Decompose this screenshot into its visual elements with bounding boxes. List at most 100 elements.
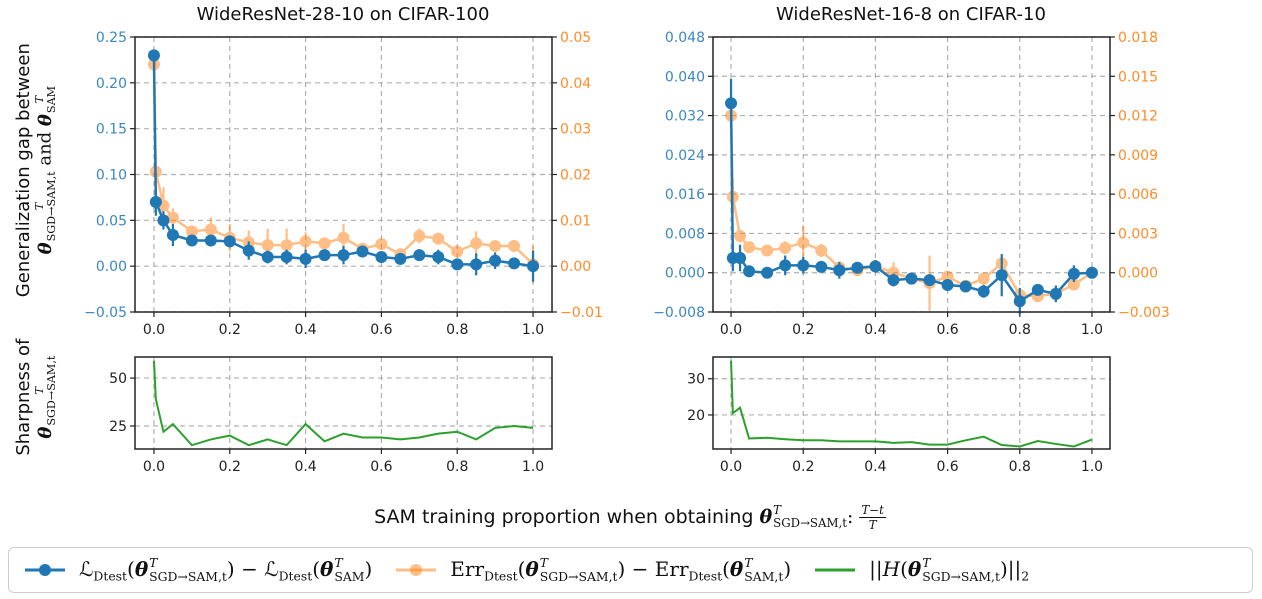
series-err: [147, 58, 540, 283]
data-point: [413, 249, 426, 262]
x-tick-label: 0.6: [936, 459, 958, 475]
y-tick-label-left: 20: [687, 408, 705, 424]
data-point: [489, 254, 502, 267]
math-text: (: [722, 556, 730, 581]
math-text: (: [312, 556, 320, 581]
y-tick-label-left: 0.048: [665, 30, 705, 46]
math-text: ): [783, 556, 792, 581]
data-point: [280, 251, 293, 263]
math-subscript: Dtest: [688, 568, 723, 584]
y-tick-label-right: 0.04: [560, 76, 591, 92]
math-subscript: Dtest: [93, 568, 127, 584]
data-point: [779, 241, 792, 254]
y-label-line1: Sharpness of: [12, 338, 34, 456]
fraction-numerator: T−t: [859, 503, 886, 518]
math-symbol: θ T SAM: [32, 85, 58, 127]
data-point: [923, 274, 936, 287]
data-point: [959, 280, 972, 293]
data-point: [299, 252, 312, 265]
legend-handle-sharpness: [815, 568, 856, 572]
x-tick-label: 0.0: [143, 322, 165, 338]
math-text: ℒ: [79, 556, 94, 581]
math-subscript: 2: [1021, 568, 1030, 584]
legend: ℒDtest(θ T SGD→SAM,t) − ℒDtest(θ T SAM) ErrDt…: [8, 547, 1253, 593]
y-tick-label-left: 0.016: [665, 187, 705, 203]
data-point: [147, 49, 160, 62]
math-symbol: θ T SGD→SAM,t: [32, 171, 58, 255]
y-axis-label-gap: Generalization gap between θ T SGD→SAM,t a…: [13, 35, 58, 305]
data-point: [157, 214, 170, 227]
x-tick-label: 0.6: [936, 322, 958, 338]
y-axis-label-sharpness: Sharpness of θ T SGD→SAM,t: [12, 322, 58, 472]
data-point: [166, 229, 179, 241]
y-tick-label-right: −0.003: [1118, 305, 1170, 321]
y-tick-label-left: 0.040: [665, 69, 705, 85]
data-point: [941, 278, 954, 291]
data-point: [470, 237, 483, 250]
plot-frame: [134, 36, 553, 313]
series-sharpness: [152, 360, 534, 447]
series-line-sharpness: [152, 360, 534, 447]
legend-handle-loss: [25, 564, 65, 576]
math-text: ||: [869, 556, 883, 581]
x-tick-label: 0.8: [1009, 459, 1031, 475]
legend-item-err: ErrDtest(θ T SGD→SAM,t) − ErrDtest(θ T SAM,t…: [394, 556, 792, 584]
series-line-sharpness: [730, 360, 1093, 448]
y-tick-label-right: 0.01: [560, 213, 591, 229]
y-tick-label-right: 0.02: [560, 168, 591, 184]
legend-handle-err: [396, 564, 437, 576]
math-symbol: θ T SGD→SAM,t: [907, 555, 1000, 584]
data-point: [185, 225, 198, 238]
data-point: [761, 244, 774, 257]
chart-title-right: WideResNet-16-8 on CIFAR-10: [776, 4, 1046, 25]
x-tick-label: 0.0: [720, 459, 742, 475]
data-point: [451, 258, 464, 271]
data-point: [261, 239, 274, 252]
y-tick-label-right: 0.000: [1118, 266, 1158, 282]
data-point: [797, 236, 810, 249]
x-tick-label: 0.6: [370, 459, 392, 475]
data-point: [261, 251, 274, 263]
y-tick-label-left: 30: [687, 372, 705, 388]
x-tick-label: 0.2: [792, 322, 814, 338]
chart-title-left: WideResNet-28-10 on CIFAR-100: [196, 4, 490, 25]
y-tick-label-right: −0.01: [560, 305, 603, 321]
data-point: [833, 264, 846, 277]
legend-item-loss: ℒDtest(θ T SGD→SAM,t) − ℒDtest(θ T SAM): [23, 555, 372, 584]
x-tick-label: 1.0: [522, 459, 544, 475]
y-tick-label-right: 0.00: [560, 259, 591, 275]
data-point: [508, 257, 521, 270]
data-point: [451, 245, 464, 258]
x-tick-label: 0.4: [864, 322, 886, 338]
data-point: [375, 238, 388, 251]
data-point: [887, 274, 900, 287]
x-tick-label: 0.8: [446, 322, 468, 338]
math-text: )||: [999, 556, 1022, 581]
data-point: [851, 261, 864, 274]
data-point: [869, 260, 882, 273]
data-point: [413, 229, 426, 242]
y-tick-label-left: 50: [109, 371, 127, 387]
math-text: ) − Err: [617, 556, 689, 581]
data-point: [725, 97, 738, 110]
x-label-fraction: T−t T: [859, 503, 886, 532]
data-point: [1067, 278, 1080, 291]
data-point: [743, 241, 756, 254]
data-point: [977, 285, 990, 298]
x-tick-label: 0.4: [864, 459, 886, 475]
y-tick-label-left: 0.008: [665, 226, 705, 242]
series-loss: [147, 49, 540, 282]
x-tick-label: 1.0: [1081, 459, 1103, 475]
data-point: [1085, 266, 1098, 279]
x-tick-label: 0.6: [370, 322, 392, 338]
data-point: [337, 249, 350, 262]
y-tick-label-left: 0.032: [665, 109, 705, 125]
math-text: ) − ℒ: [226, 556, 279, 581]
data-point: [394, 252, 407, 265]
data-point: [779, 259, 792, 272]
math-symbol: θ T SAM: [320, 555, 365, 584]
fraction-denominator: T: [868, 518, 877, 532]
y-tick-label-left: 25: [109, 419, 127, 435]
y-tick-label-right: 0.003: [1118, 226, 1158, 242]
data-point: [995, 269, 1008, 282]
